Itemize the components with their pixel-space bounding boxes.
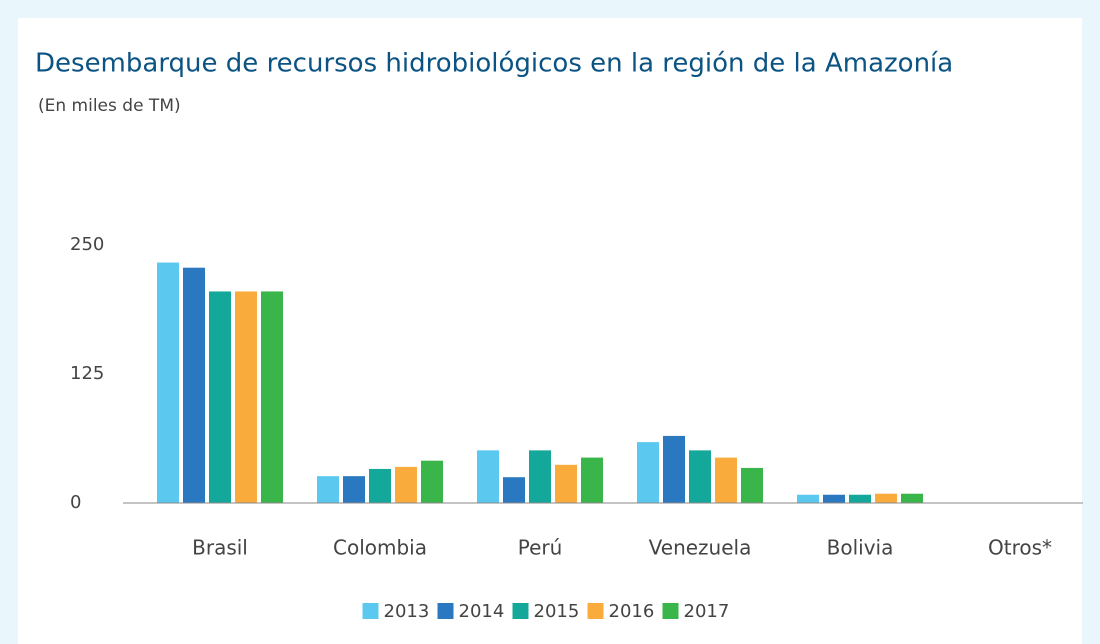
bar (849, 494, 871, 503)
x-tick-label: Venezuela (649, 536, 752, 560)
bar (637, 442, 659, 503)
bar (581, 457, 603, 503)
chart-subtitle: (En miles de TM) (38, 96, 181, 116)
legend-label: 2013 (384, 601, 430, 622)
bar (421, 460, 443, 503)
bar (261, 291, 283, 503)
legend-swatch (512, 603, 529, 619)
legend-swatch (437, 603, 454, 619)
bar (369, 468, 391, 503)
legend-label: 2015 (534, 601, 580, 622)
bar (741, 467, 763, 503)
bar (157, 262, 179, 503)
bar (823, 494, 845, 503)
legend-label: 2016 (609, 601, 655, 622)
legend-swatch (662, 603, 679, 619)
bar (235, 291, 257, 503)
chart-title: Desembarque de recursos hidrobiológicos … (35, 49, 953, 79)
legend-swatch (362, 603, 379, 619)
y-tick-label: 250 (70, 234, 104, 255)
x-tick-label: Colombia (333, 536, 427, 560)
bar (503, 477, 525, 503)
legend-swatch (587, 603, 604, 619)
bar (901, 493, 923, 503)
bar (183, 267, 205, 503)
y-tick-label: 0 (70, 492, 81, 513)
bar (395, 466, 417, 503)
x-tick-label: Brasil (192, 536, 248, 560)
bar (875, 493, 897, 503)
x-tick-label: Otros* (988, 536, 1052, 560)
bar (529, 450, 551, 503)
y-tick-label: 125 (70, 363, 104, 384)
bar (715, 457, 737, 503)
bar (689, 450, 711, 503)
bar (477, 450, 499, 503)
bar (797, 494, 819, 503)
bar (317, 476, 339, 503)
x-tick-label: Perú (518, 536, 563, 560)
bar (555, 464, 577, 503)
bar (343, 476, 365, 503)
x-tick-label: Bolivia (827, 536, 894, 560)
bar (209, 291, 231, 503)
legend-label: 2014 (459, 601, 505, 622)
bar (663, 435, 685, 503)
legend-label: 2017 (684, 601, 730, 622)
